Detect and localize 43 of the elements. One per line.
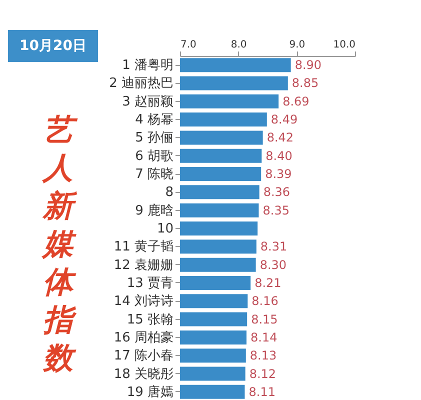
y-tick-label: 14 刘诗诗 xyxy=(114,294,174,310)
x-tick-label: 9.0 xyxy=(289,40,306,50)
data-label: 8.49 xyxy=(270,112,298,127)
y-tick-label: 8 xyxy=(165,185,174,200)
data-label: 8.36 xyxy=(263,185,290,200)
y-tick-label: 1 潘粤明 xyxy=(122,58,174,74)
data-label: 8.42 xyxy=(266,130,294,145)
data-label: 8.85 xyxy=(292,76,319,90)
data-label: 8.14 xyxy=(250,330,278,344)
x-tick-label: 8.0 xyxy=(230,40,247,50)
text: 10月20日 xyxy=(20,38,86,54)
data-label: 8.31 xyxy=(260,240,288,254)
data-label: 8.35 xyxy=(262,203,290,218)
data-label: 8.39 xyxy=(265,167,292,182)
y-tick-label: 12 袁姗姗 xyxy=(114,258,174,273)
y-tick-label: 3 赵丽颖 xyxy=(122,94,174,110)
y-tick-label: 16 周柏豪 xyxy=(114,330,174,346)
y-tick-label: 4 杨幂 xyxy=(135,112,174,128)
x-tick-label: 10.0 xyxy=(333,40,356,50)
data-label: 8.16 xyxy=(252,294,278,308)
y-tick-label: 5 孙俪 xyxy=(135,130,174,146)
y-tick-label: 15 张翰 xyxy=(126,312,174,328)
y-tick-label: 6 胡歌 xyxy=(135,148,174,164)
data-label: 8.12 xyxy=(249,366,276,381)
data-label: 8.40 xyxy=(266,148,292,163)
y-tick-label: 13 贾青 xyxy=(126,276,174,291)
y-tick-label: 2 迪丽热巴 xyxy=(109,76,174,92)
y-tick-label: 9 鹿晗 xyxy=(135,203,174,218)
data-label: 8.21 xyxy=(254,276,282,290)
text: 艺人新媒体指数 xyxy=(41,113,78,376)
data-label: 8.13 xyxy=(250,348,277,363)
data-label: 8.30 xyxy=(260,258,287,272)
y-tick-label: 19 唐嫣 xyxy=(126,384,174,400)
y-tick-label: 10 xyxy=(156,222,174,236)
x-tick-label: 7.0 xyxy=(180,40,196,50)
y-tick-label: 17 陈小春 xyxy=(114,348,174,364)
data-label: 8.69 xyxy=(282,94,310,108)
y-tick-label: 18 关晓彤 xyxy=(114,366,174,382)
data-label: 8.15 xyxy=(251,312,278,326)
y-tick-label: 7 陈晓 xyxy=(135,167,174,182)
data-label: 8.90 xyxy=(294,58,322,72)
y-tick-label: 11 黄子韬 xyxy=(114,240,174,255)
data-label: 8.11 xyxy=(248,384,276,399)
